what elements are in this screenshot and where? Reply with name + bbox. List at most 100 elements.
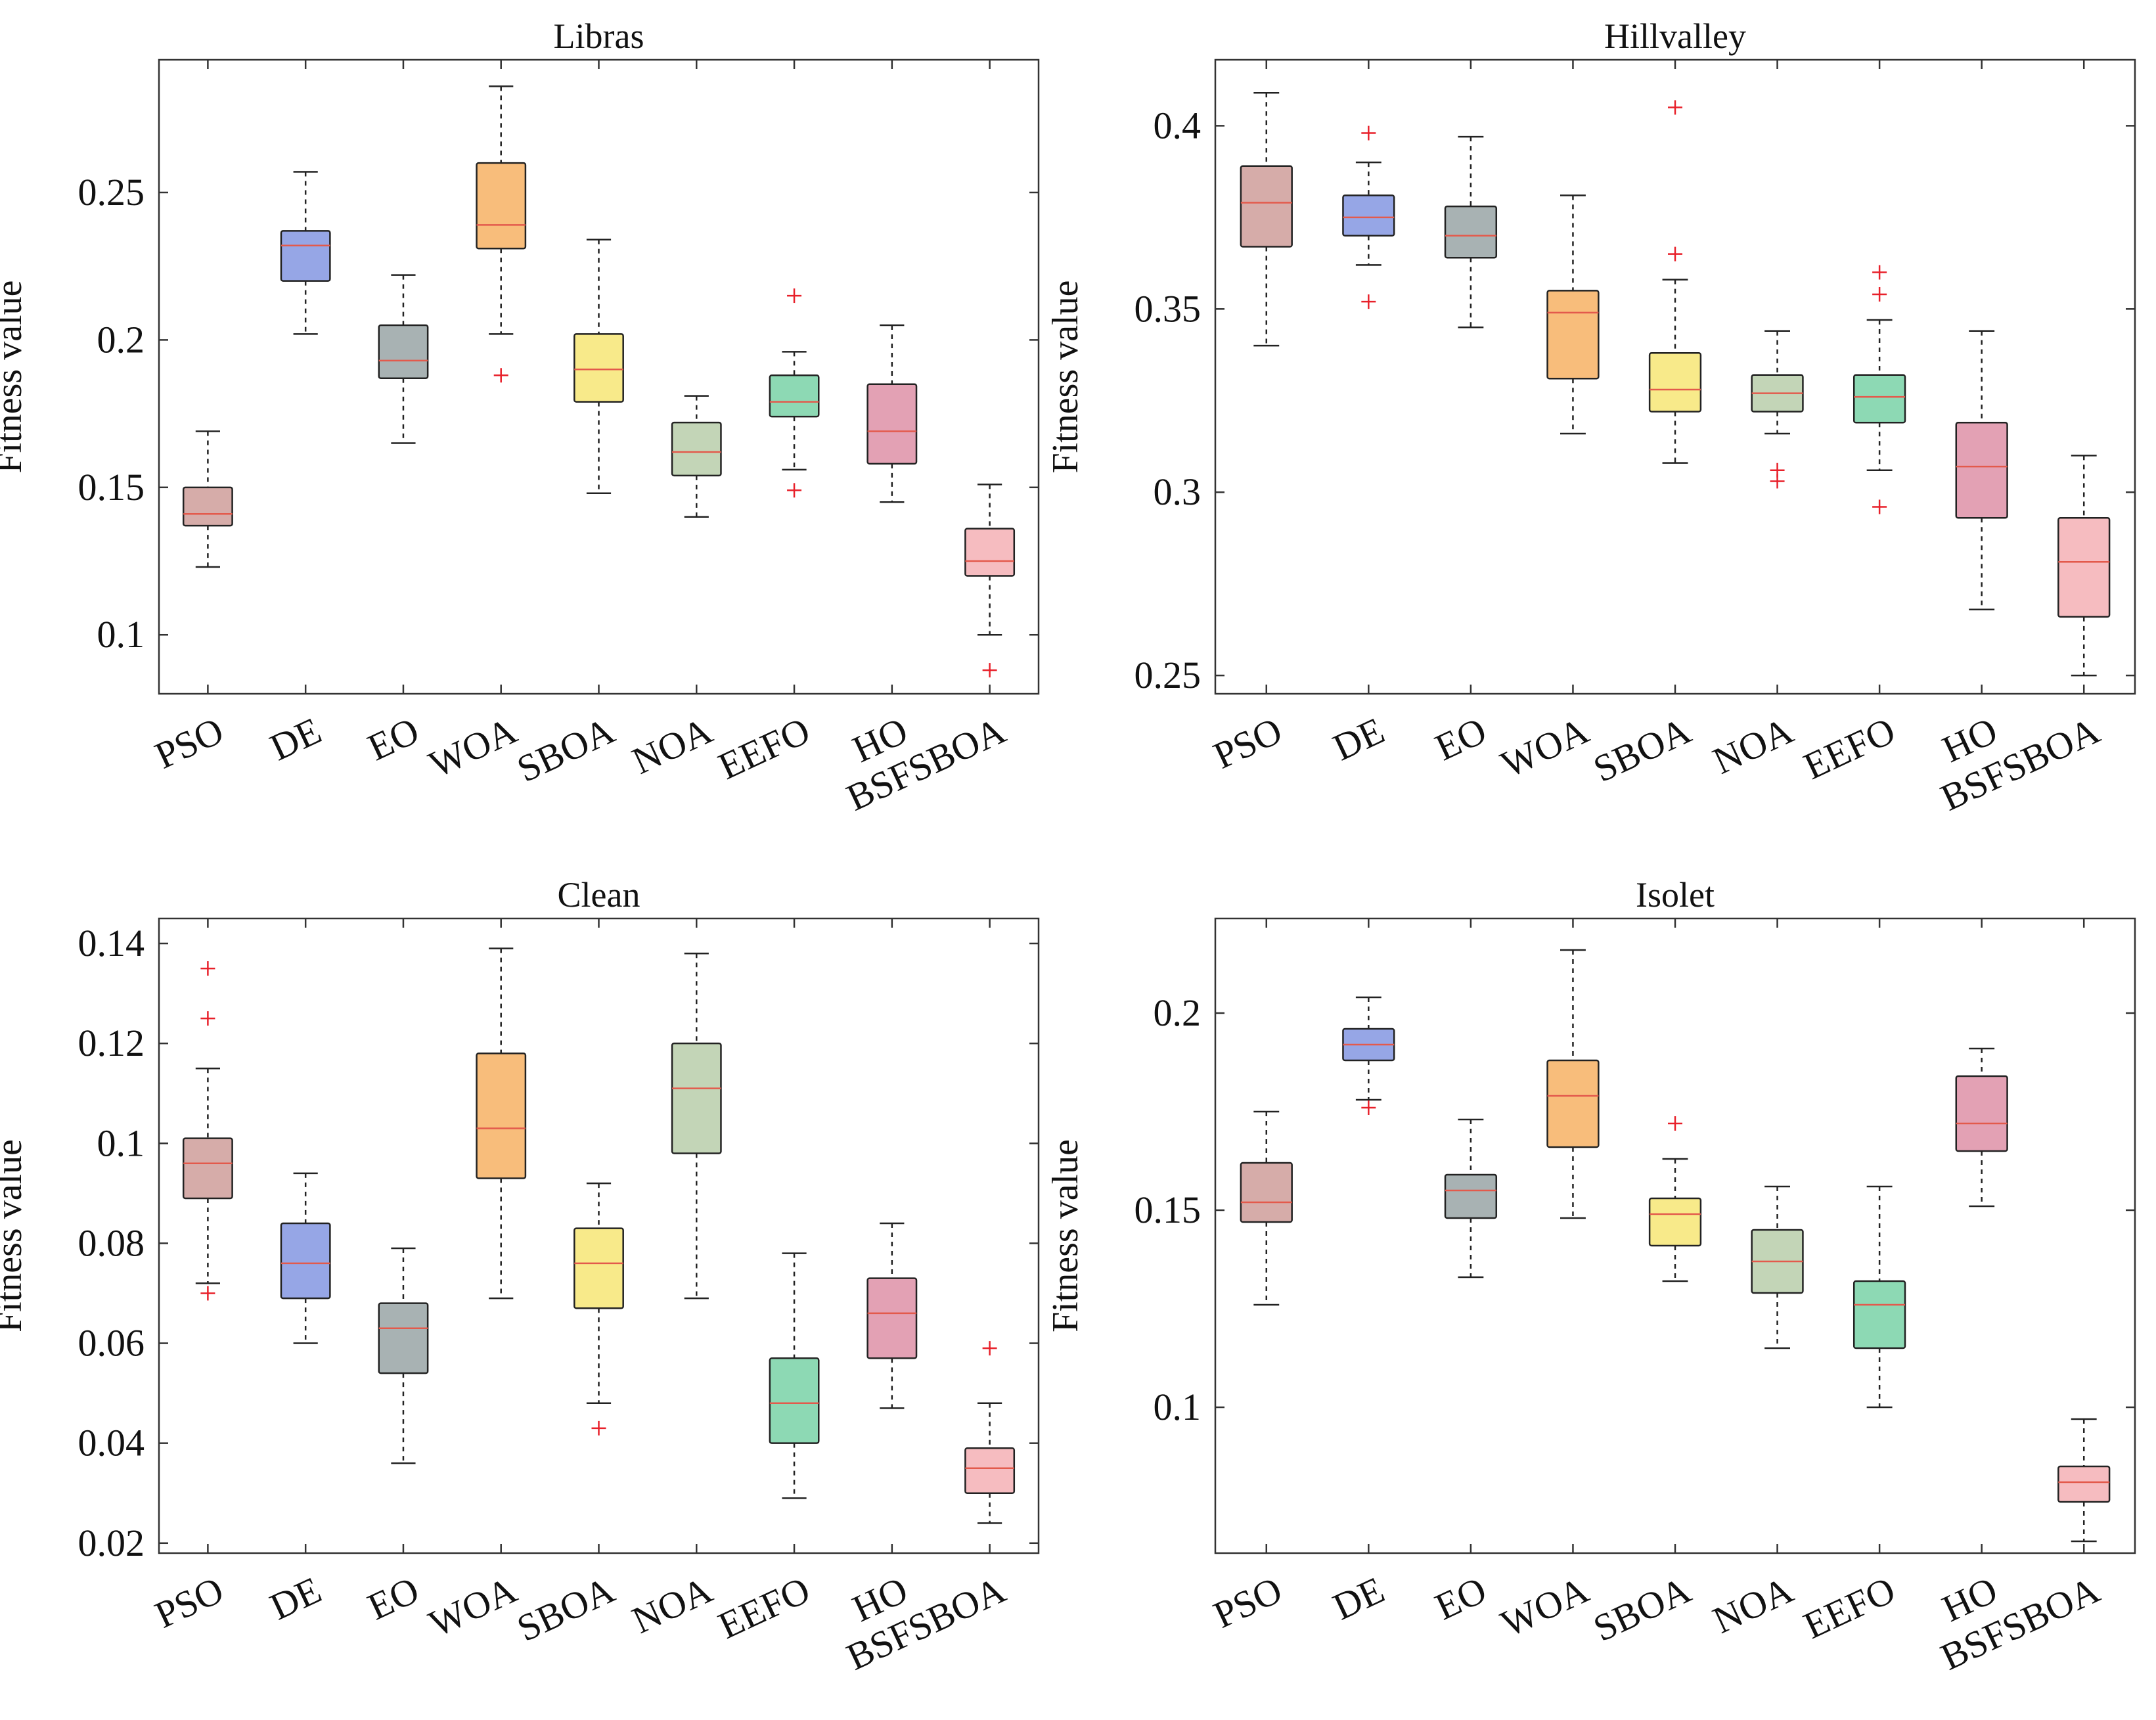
y-tick-label: 0.1 <box>97 1121 145 1164</box>
y-tick-label: 0.06 <box>78 1322 145 1365</box>
box-pso-outlier <box>200 1286 215 1301</box>
box-de <box>280 1222 331 1300</box>
box-ho <box>866 383 918 465</box>
y-tick-label: 0.2 <box>1154 991 1202 1034</box>
y-tick-label: 0.4 <box>1154 104 1202 147</box>
box-sboa <box>1648 351 1702 413</box>
box-pso <box>1240 1162 1293 1223</box>
x-tick-label-eefo: EEFO <box>712 1568 817 1647</box>
x-tick-label-pso: PSO <box>1207 1568 1288 1637</box>
x-tick-label-woa: WOA <box>422 709 523 786</box>
box-bsfsboa <box>2057 1465 2111 1503</box>
box-eefo-outlier <box>1872 286 1887 302</box>
box-bsfsboa <box>2057 517 2111 618</box>
x-tick-label-eo: EO <box>1429 709 1493 769</box>
y-axis-label: Fitness value <box>1045 1139 1086 1332</box>
y-tick-label: 0.15 <box>1134 1188 1202 1231</box>
box-noa <box>671 421 722 477</box>
box-de-outlier <box>1361 125 1376 141</box>
x-tick-label-de: DE <box>1326 709 1391 769</box>
x-tick-label-eo: EO <box>361 1568 426 1629</box>
box-eefo-outlier <box>1872 499 1887 514</box>
box-eefo-outlier <box>787 288 802 304</box>
box-pso-outlier <box>200 961 215 976</box>
x-tick-label-pso: PSO <box>1207 709 1288 777</box>
x-tick-label-woa: WOA <box>1494 1568 1595 1645</box>
box-eefo <box>1853 374 1906 424</box>
box-eefo-outlier <box>1872 265 1887 280</box>
y-tick-label: 0.08 <box>78 1221 145 1264</box>
y-axis-label: Fitness value <box>1045 281 1086 474</box>
box-pso <box>182 486 233 527</box>
y-tick-label: 0.14 <box>78 922 145 964</box>
box-sboa <box>573 1227 624 1309</box>
y-tick-label: 0.25 <box>78 171 145 214</box>
x-tick-label-eefo: EEFO <box>712 709 817 788</box>
box-bsfsboa-outlier <box>982 1341 997 1356</box>
chart-title: Clean <box>558 875 640 915</box>
x-tick-label-de: DE <box>1326 1568 1391 1629</box>
y-tick-label: 0.1 <box>97 613 145 656</box>
chart-title: Libras <box>554 16 644 56</box>
box-sboa-outlier <box>1668 1116 1682 1131</box>
panel-clean: Clean Fitness value 0.02 0.04 0.06 0.08 0.1 0.1… <box>0 875 1040 1679</box>
box-eo <box>1444 205 1498 259</box>
box-pso <box>1240 165 1293 248</box>
chart-title: Hillvalley <box>1604 16 1746 56</box>
box-sboa-outlier <box>1668 246 1682 261</box>
box-bsfsboa-outlier <box>982 663 997 678</box>
box-noa-outlier <box>1770 474 1785 489</box>
panel-hillvalley: Hillvalley Fitness value 0.25 0.3 0.35 0.4 PSO… <box>1045 16 2136 819</box>
box-bsfsboa <box>964 528 1016 577</box>
x-tick-label-eefo: EEFO <box>1797 709 1902 788</box>
box-noa <box>671 1042 722 1154</box>
x-tick-label-sboa: SBOA <box>510 709 621 790</box>
x-tick-label-woa: WOA <box>1494 709 1595 786</box>
box-ho <box>866 1277 918 1359</box>
x-tick-label-sboa: SBOA <box>1587 1568 1697 1650</box>
y-axis-label: Fitness value <box>0 281 30 474</box>
box-woa <box>1546 290 1600 380</box>
box-eo <box>378 1302 429 1374</box>
x-tick-label-noa: NOA <box>625 709 718 782</box>
box-bsfsboa <box>964 1447 1016 1494</box>
box-eefo <box>769 1357 820 1444</box>
box-ho <box>1955 421 2008 519</box>
box-ho <box>1955 1075 2008 1152</box>
panel-isolet: Isolet Fitness value 0.1 0.15 0.2 PSO DE EO WOAS… <box>1045 875 2136 1679</box>
y-tick-label: 0.15 <box>78 466 145 509</box>
y-tick-label: 0.35 <box>1134 287 1202 330</box>
x-tick-label-noa: NOA <box>625 1568 718 1642</box>
box-woa <box>476 162 527 250</box>
y-tick-label: 0.2 <box>97 318 145 361</box>
x-tick-label-sboa: SBOA <box>510 1568 621 1650</box>
x-tick-label-eo: EO <box>361 709 426 769</box>
box-sboa <box>1648 1197 1702 1247</box>
box-pso <box>182 1137 233 1200</box>
x-tick-label-noa: NOA <box>1707 1568 1799 1642</box>
y-tick-label: 0.3 <box>1154 470 1202 513</box>
box-eo <box>1444 1173 1498 1219</box>
box-woa <box>1546 1059 1600 1148</box>
x-tick-label-de: DE <box>263 1568 328 1629</box>
box-eefo <box>769 374 820 418</box>
x-tick-label-woa: WOA <box>422 1568 523 1645</box>
box-de-outlier <box>1361 294 1376 309</box>
box-de-outlier <box>1361 1100 1376 1115</box>
x-tick-label-de: DE <box>263 709 328 769</box>
y-axis-label: Fitness value <box>0 1139 30 1332</box>
box-sboa <box>573 333 624 403</box>
box-woa-outlier <box>493 368 508 383</box>
box-sboa-outlier <box>1668 100 1682 115</box>
y-tick-label: 0.25 <box>1134 654 1202 696</box>
x-tick-label-noa: NOA <box>1707 709 1799 782</box>
y-tick-label: 0.04 <box>78 1422 145 1464</box>
box-woa <box>476 1052 527 1179</box>
x-tick-label-eefo: EEFO <box>1797 1568 1902 1647</box>
chart-title: Isolet <box>1636 875 1715 915</box>
x-tick-label-sboa: SBOA <box>1587 709 1697 790</box>
box-eefo <box>1853 1280 1906 1349</box>
box-de <box>280 230 331 282</box>
box-eo <box>378 324 429 379</box>
